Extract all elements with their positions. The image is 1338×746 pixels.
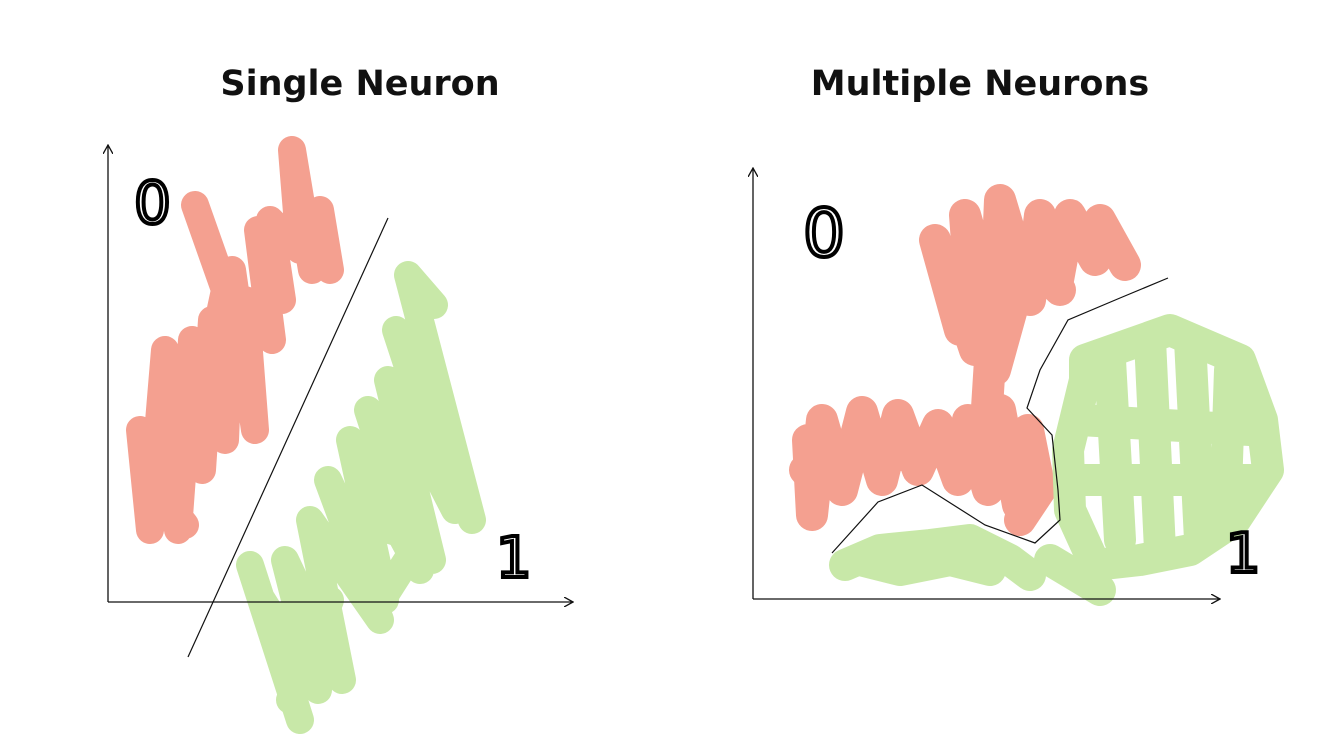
class-0-label-left: 0 xyxy=(134,169,171,237)
class-1-region-right xyxy=(829,314,1284,606)
linear-decision-boundary xyxy=(187,217,389,658)
multiple-neurons-title: Multiple Neurons xyxy=(810,64,1150,104)
class-0-label-right: 0 xyxy=(803,195,845,272)
class-1-region-left xyxy=(236,261,486,734)
single-neuron-title: Single Neuron xyxy=(220,64,500,104)
class-1-label-right: 1 xyxy=(1226,522,1260,585)
class-1-label-left: 1 xyxy=(496,526,532,591)
class-0-region-left xyxy=(126,136,344,544)
nonlinear-decision-boundary xyxy=(831,277,1169,554)
class-0-region-right xyxy=(789,184,1141,536)
multiple-neurons-panel: 0 1 xyxy=(753,168,1284,606)
single-neuron-panel: 0 1 xyxy=(108,136,573,734)
